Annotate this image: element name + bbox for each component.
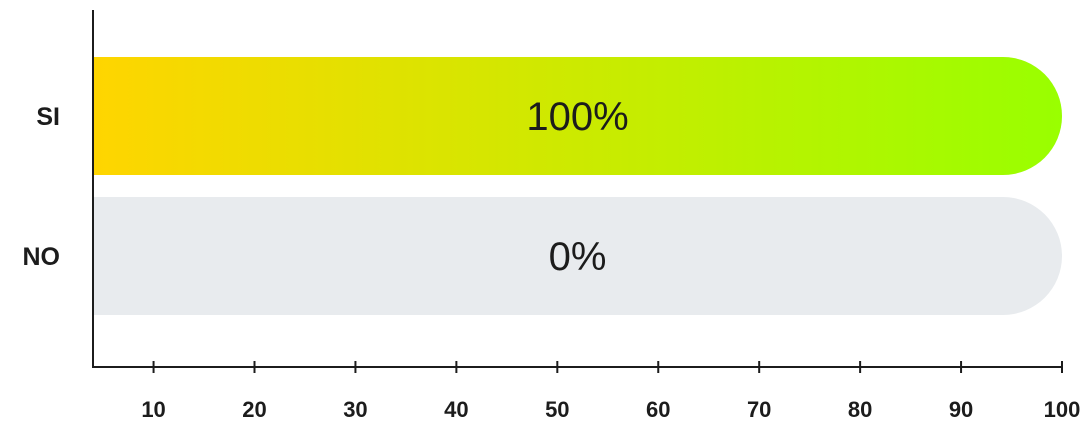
category-label-si: SI (36, 103, 60, 131)
x-tick-label-20: 20 (242, 397, 266, 422)
x-tick-label-10: 10 (141, 397, 165, 422)
x-tick-label-100: 100 (1044, 397, 1081, 422)
bars-layer (93, 57, 1062, 315)
x-tick-label-60: 60 (646, 397, 670, 422)
value-label-si: 100% (526, 95, 628, 139)
x-tick-label-40: 40 (444, 397, 468, 422)
bar-track-no (93, 197, 1062, 315)
x-tick-label-50: 50 (545, 397, 569, 422)
x-tick-label-30: 30 (343, 397, 367, 422)
value-label-no: 0% (549, 235, 607, 279)
labels-layer: 100% SI 0% NO 10 20 30 40 50 60 70 80 90 100 (23, 95, 1081, 422)
category-label-no: NO (23, 243, 61, 271)
x-tick-label-70: 70 (747, 397, 771, 422)
bar-si (93, 57, 1062, 175)
x-tick-label-90: 90 (949, 397, 973, 422)
axes-layer (92, 10, 1063, 373)
x-tick-label-80: 80 (848, 397, 872, 422)
